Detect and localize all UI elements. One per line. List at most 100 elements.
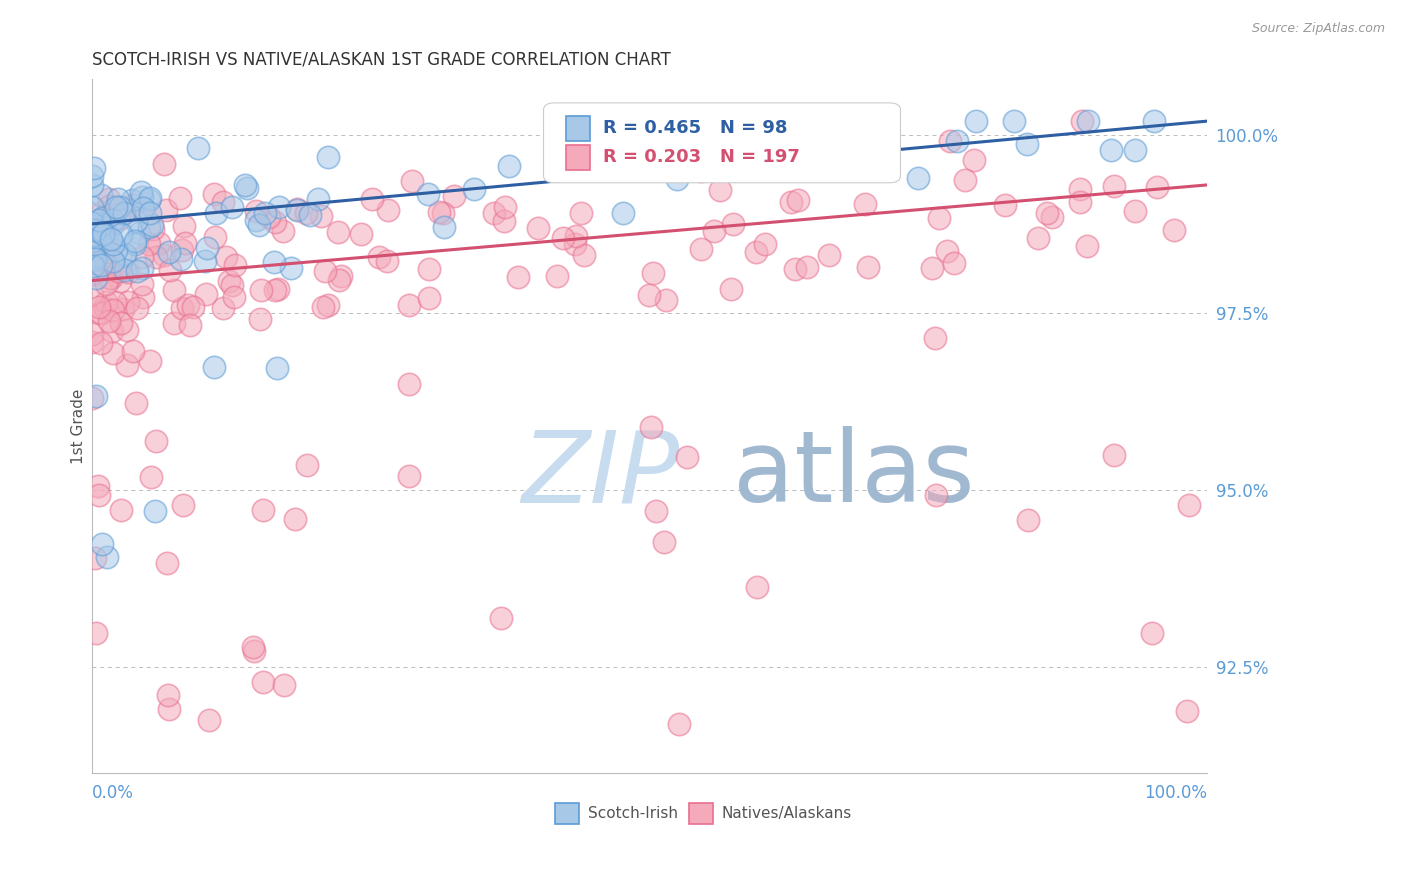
Point [1069, 181, 1091, 195]
Point [1002, 114, 1025, 128]
Point [1177, 499, 1199, 513]
Point [367, 250, 389, 264]
Point [953, 173, 976, 187]
Point [89, 227, 111, 242]
Point [82, 286, 104, 301]
Point [145, 434, 167, 449]
Point [96, 225, 118, 239]
Point [551, 231, 574, 245]
Point [80, 200, 103, 214]
Point [796, 260, 818, 275]
Point [612, 206, 634, 220]
Point [195, 286, 218, 301]
Point [832, 135, 855, 149]
Point [690, 164, 713, 178]
Point [1070, 114, 1092, 128]
Point [83, 161, 105, 175]
Point [1077, 114, 1099, 128]
Point [90, 188, 112, 202]
Point [1069, 195, 1091, 210]
Point [152, 157, 174, 171]
Point [172, 498, 194, 512]
Point [87, 257, 110, 271]
Point [110, 227, 132, 241]
Point [245, 212, 267, 227]
Point [90, 306, 112, 320]
Point [100, 324, 122, 338]
Text: SCOTCH-IRISH VS NATIVE/ALASKAN 1ST GRADE CORRELATION CHART: SCOTCH-IRISH VS NATIVE/ALASKAN 1ST GRADE… [91, 51, 671, 69]
Point [131, 190, 153, 204]
Point [202, 360, 225, 375]
Point [82, 261, 104, 276]
Point [963, 153, 986, 167]
Point [326, 225, 349, 239]
Point [107, 192, 129, 206]
Point [84, 252, 107, 267]
Point [247, 218, 270, 232]
Point [84, 626, 107, 640]
Point [1102, 179, 1125, 194]
Point [818, 248, 841, 262]
Point [104, 244, 127, 258]
FancyBboxPatch shape [565, 116, 591, 141]
Point [928, 211, 950, 225]
Point [526, 220, 548, 235]
Point [1076, 239, 1098, 253]
Point [1123, 143, 1146, 157]
Point [163, 283, 186, 297]
Point [205, 205, 228, 219]
Point [433, 219, 456, 234]
Point [495, 201, 517, 215]
Point [82, 234, 104, 248]
Point [361, 192, 384, 206]
Point [98, 270, 121, 285]
Point [98, 199, 121, 213]
Point [565, 229, 588, 244]
Point [416, 187, 439, 202]
Point [195, 241, 218, 255]
Point [129, 186, 152, 200]
Text: Scotch-Irish: Scotch-Irish [588, 806, 678, 822]
Point [214, 250, 236, 264]
Point [138, 220, 160, 235]
Point [1017, 137, 1039, 152]
Point [86, 479, 108, 493]
Point [110, 316, 132, 330]
Text: R = 0.203   N = 197: R = 0.203 N = 197 [603, 148, 800, 166]
Point [690, 242, 713, 256]
Point [853, 197, 876, 211]
Point [668, 716, 690, 731]
Point [157, 245, 180, 260]
Point [747, 580, 769, 594]
Point [264, 283, 287, 297]
Point [138, 193, 160, 207]
Point [492, 213, 515, 227]
Point [125, 301, 148, 316]
Point [98, 244, 121, 259]
Point [125, 396, 148, 410]
Point [418, 291, 440, 305]
Point [1017, 513, 1039, 527]
Point [398, 469, 420, 483]
Point [82, 259, 104, 273]
Point [157, 701, 180, 715]
Point [965, 114, 987, 128]
Text: 100.0%: 100.0% [1144, 784, 1208, 802]
Point [211, 194, 233, 209]
Point [665, 172, 688, 186]
Point [139, 206, 162, 220]
Point [198, 713, 221, 727]
Point [907, 171, 929, 186]
Point [242, 644, 264, 658]
Point [125, 263, 148, 277]
Point [128, 226, 150, 240]
Point [90, 252, 112, 266]
Point [114, 263, 136, 277]
Point [546, 268, 568, 283]
Point [249, 312, 271, 326]
Point [86, 389, 108, 403]
Point [82, 222, 104, 236]
Point [823, 139, 845, 153]
Point [993, 198, 1015, 212]
Point [91, 227, 114, 242]
